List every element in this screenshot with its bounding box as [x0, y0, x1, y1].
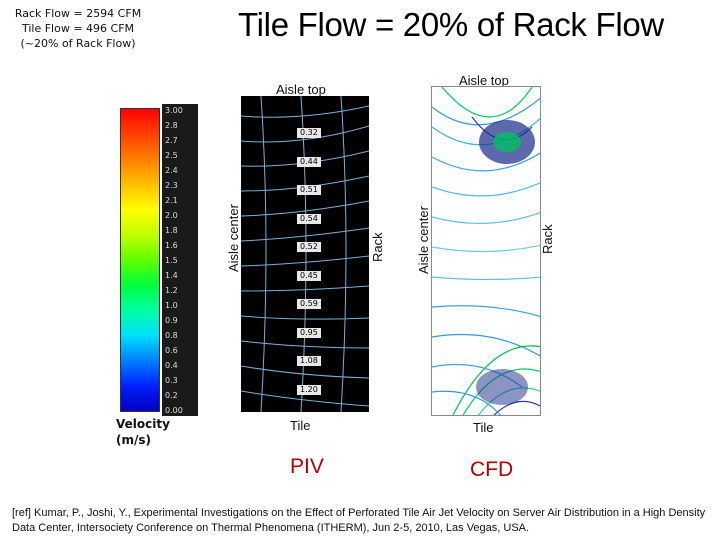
cfd-vector-field [432, 87, 540, 415]
piv-velocity-tag: 0.32 [297, 128, 321, 138]
colorbar-tick: 1.8 [165, 226, 178, 235]
piv-velocity-tag: 1.08 [297, 356, 321, 366]
cfd-name: CFD [470, 458, 514, 481]
piv-tile-label: Tile [290, 418, 311, 433]
piv-velocity-tag: 1.20 [297, 384, 321, 395]
colorbar-tick: 2.4 [165, 166, 178, 175]
piv-aisle-top-label: Aisle top [276, 82, 326, 97]
colorbar-tick: 2.5 [165, 151, 178, 160]
cfd-aisle-top-label: Aisle top [459, 73, 509, 88]
colorbar-tick: 0.3 [165, 376, 178, 385]
colorbar-tick: 0.6 [165, 346, 178, 355]
colorbar-ticks: 3.00 2.8 2.7 2.5 2.4 2.3 2.1 2.0 1.8 1.6 1.5 1.4 1.2… [162, 104, 198, 416]
velocity-label-line1: Velocity [116, 417, 170, 431]
piv-velocity-tag: 0.45 [297, 270, 321, 281]
cfd-field-image [431, 86, 541, 416]
colorbar-tick: 1.6 [165, 241, 178, 250]
colorbar-tick: 2.1 [165, 196, 178, 205]
colorbar-tick: 1.4 [165, 271, 178, 280]
piv-velocity-tag: 0.44 [297, 156, 321, 167]
colorbar-tick: 2.8 [165, 121, 178, 130]
cfd-tile-label: Tile [473, 420, 494, 435]
piv-velocity-tag: 0.51 [297, 185, 321, 195]
velocity-colorbar [120, 108, 160, 412]
colorbar-tick: 1.2 [165, 286, 178, 295]
colorbar-tick: 0.00 [165, 406, 183, 415]
percent-text: (~20% of Rack Flow) [20, 37, 136, 50]
flow-info: Rack Flow = 2594 CFM Tile Flow = 496 CFM… [8, 6, 148, 51]
piv-velocity-tag: 0.54 [297, 213, 321, 224]
colorbar-tick: 2.7 [165, 136, 178, 145]
piv-aisle-center-label: Aisle center [226, 204, 241, 272]
piv-name: PIV [290, 455, 324, 478]
colorbar-tick: 2.0 [165, 211, 178, 220]
colorbar-tick: 3.00 [165, 106, 183, 115]
reference-text: [ref] Kumar, P., Joshi, Y., Experimental… [12, 507, 706, 534]
velocity-label-line2: (m/s) [116, 433, 151, 447]
cfd-aisle-center-label: Aisle center [416, 206, 431, 274]
piv-velocity-tag: 0.59 [297, 299, 321, 309]
tile-flow-text: Tile Flow = 496 CFM [21, 22, 135, 35]
colorbar-tick: 0.2 [165, 391, 178, 400]
colorbar-tick: 0.8 [165, 331, 178, 340]
piv-velocity-tag: 0.95 [297, 327, 321, 338]
cfd-rack-label: Rack [540, 224, 555, 254]
piv-rack-label: Rack [370, 232, 385, 262]
colorbar-tick: 1.5 [165, 256, 178, 265]
velocity-label: Velocity (m/s) [116, 416, 170, 448]
colorbar-tick: 0.4 [165, 361, 178, 370]
piv-velocity-tag: 0.52 [297, 242, 321, 252]
slide-title: Tile Flow = 20% of Rack Flow [238, 6, 664, 43]
piv-field-image: 0.32 0.44 0.51 0.54 0.52 0.45 0.59 0.95 1.08 1.20 [241, 96, 369, 412]
colorbar-tick: 2.3 [165, 181, 178, 190]
rack-flow-text: Rack Flow = 2594 CFM [14, 7, 142, 20]
colorbar-tick: 0.9 [165, 316, 178, 325]
colorbar-tick: 1.0 [165, 301, 178, 310]
